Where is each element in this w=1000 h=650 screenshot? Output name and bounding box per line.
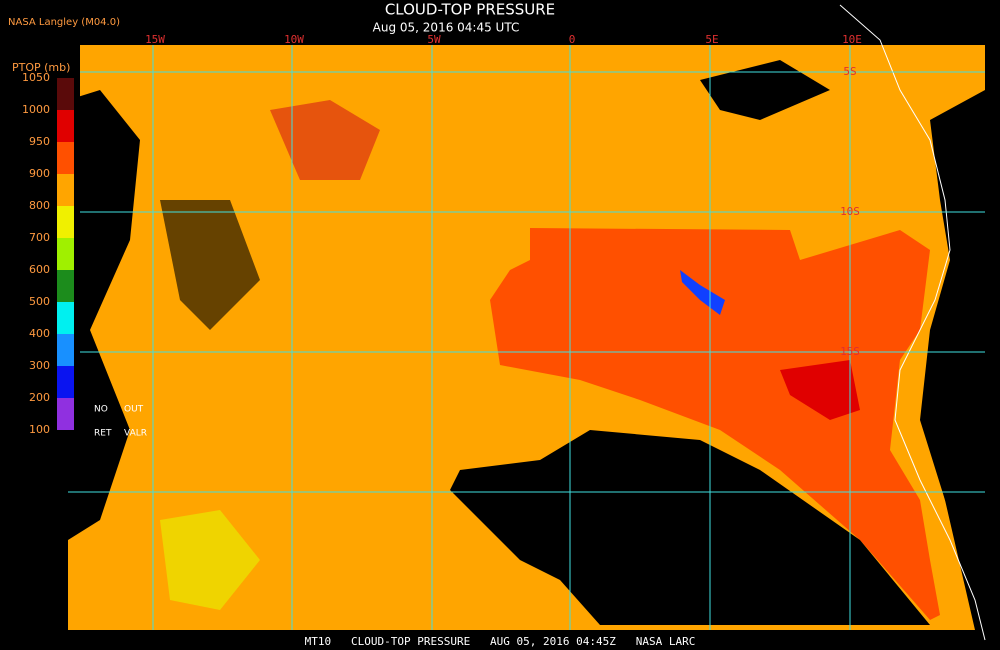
land [925, 120, 985, 630]
map [68, 4, 986, 641]
longitude-label: 10E [842, 33, 862, 46]
color-swatch [57, 142, 74, 174]
legend-label: 300 [29, 359, 50, 372]
clear-sky [700, 60, 830, 120]
legend-note: RET [94, 429, 112, 439]
coastline [839, 4, 986, 641]
color-swatch [57, 366, 74, 398]
longitude-label: 0 [569, 33, 576, 46]
cloud-patch [680, 270, 725, 315]
latitude-label: 5S [843, 65, 856, 78]
colorbar: 1050 1000 950 900 800 700 600 500 400 300 200 100 [22, 71, 74, 436]
legend-label: 700 [29, 231, 50, 244]
legend-label: 600 [29, 263, 50, 276]
color-swatch [57, 270, 74, 302]
footer: MT10 CLOUD-TOP PRESSURE AUG 05, 2016 04:… [305, 635, 696, 648]
cloud-patch [160, 510, 260, 610]
cloud-patch [270, 100, 380, 180]
longitude-label: 15W [145, 33, 165, 46]
legend-label: 800 [29, 199, 50, 212]
legend-note: VALR [124, 429, 147, 439]
legend-label: 100 [29, 423, 50, 436]
latitude-label: 10S [840, 205, 860, 218]
color-swatch [57, 110, 74, 142]
longitude-labels: 15W 10W 5W 0 5E 10E [145, 33, 862, 46]
cloud-red-patch [780, 360, 860, 420]
legend-note: NO [94, 405, 108, 415]
color-swatch [57, 238, 74, 270]
cloud-low-region [490, 228, 940, 620]
legend-label: 1000 [22, 103, 50, 116]
legend-label: 900 [29, 167, 50, 180]
legend-label: 200 [29, 391, 50, 404]
clear-sky [160, 200, 260, 330]
color-swatch [57, 206, 74, 238]
legend-label: 950 [29, 135, 50, 148]
clear-sky [68, 90, 140, 540]
legend-label: 1050 [22, 71, 50, 84]
legend-label: 500 [29, 295, 50, 308]
color-swatch [57, 174, 74, 206]
title: CLOUD-TOP PRESSURE [385, 1, 555, 19]
color-swatch [57, 302, 74, 334]
datetime: Aug 05, 2016 04:45 UTC [373, 21, 520, 35]
latitude-label: 15S [840, 345, 860, 358]
color-swatch [57, 334, 74, 366]
longitude-label: 10W [284, 33, 304, 46]
color-swatch [57, 398, 74, 430]
latitude-labels: 5S 10S 15S [840, 65, 860, 358]
color-swatch [57, 78, 74, 110]
legend-label: 400 [29, 327, 50, 340]
legend-title: PTOP (mb) [12, 61, 70, 74]
source-label: NASA Langley (M04.0) [8, 17, 120, 28]
graticule [68, 45, 985, 630]
longitude-label: 5W [427, 33, 441, 46]
longitude-label: 5E [705, 33, 718, 46]
legend-note: OUT [124, 405, 144, 415]
